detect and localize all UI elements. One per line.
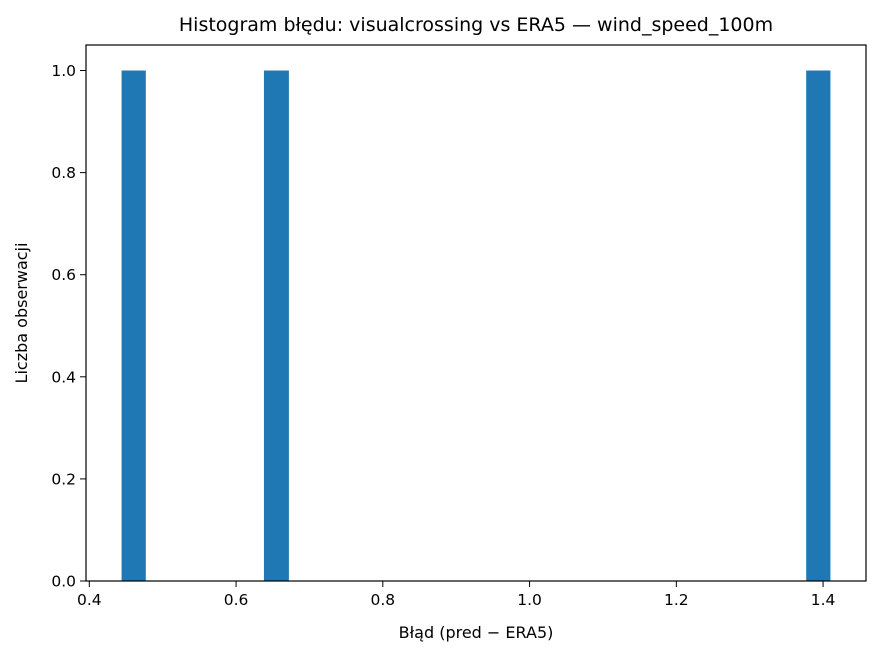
- plot-frame: [85, 44, 867, 582]
- x-tick-label: 1.4: [811, 591, 836, 609]
- x-tick-label: 1.0: [517, 591, 542, 609]
- bars-group: [121, 70, 831, 582]
- histogram-bar-1: [121, 70, 146, 582]
- x-tick-label: 0.4: [77, 591, 102, 609]
- y-tick-label: 1.0: [51, 62, 76, 80]
- histogram-bar-2: [263, 70, 289, 582]
- x-axis-ticks: 0.4 0.6 0.8 1.0 1.2 1.4: [77, 581, 835, 609]
- y-axis-ticks: 0.0 0.2 0.4 0.6 0.8 1.0: [51, 62, 86, 591]
- chart-title: Histogram błędu: visualcrossing vs ERA5 …: [179, 14, 773, 36]
- x-tick-label: 0.6: [224, 591, 249, 609]
- histogram-bar-3: [806, 70, 831, 582]
- x-tick-label: 1.2: [664, 591, 689, 609]
- x-axis-label: Błąd (pred − ERA5): [399, 623, 554, 642]
- y-tick-label: 0.8: [51, 164, 76, 182]
- y-tick-label: 0.6: [51, 266, 76, 284]
- x-tick-label: 0.8: [370, 591, 395, 609]
- y-tick-label: 0.4: [51, 368, 76, 386]
- y-tick-label: 0.2: [51, 470, 76, 488]
- y-tick-label: 0.0: [51, 573, 76, 591]
- y-axis-label: Liczba obserwacji: [12, 243, 31, 384]
